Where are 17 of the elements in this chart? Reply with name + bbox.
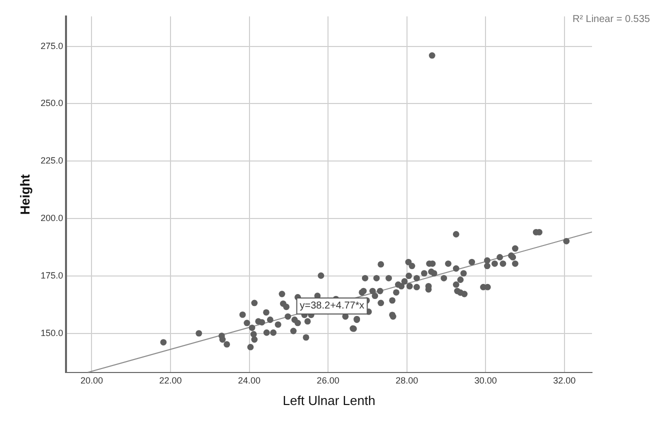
x-axis-title: Left Ulnar Lenth — [282, 392, 376, 408]
y-axis-title: Height — [17, 174, 32, 215]
annotation: y=38.2+4.77*x — [300, 300, 364, 312]
x-tick-label: 24.00 — [238, 375, 261, 386]
x-tick-label: 32.00 — [553, 375, 576, 386]
y-tick-label: 275.0 — [40, 40, 64, 51]
x-tick-label: 30.00 — [474, 375, 497, 386]
y-tick-label: 250.0 — [40, 98, 64, 108]
y-tick-label: 225.0 — [40, 156, 64, 166]
x-tick-label: 28.00 — [396, 375, 418, 386]
y-tick-label: 200.0 — [40, 213, 64, 224]
x-tick-label: 22.00 — [159, 375, 182, 386]
y-tick-label: 150.0 — [40, 328, 64, 338]
y-tick-label: 175.0 — [40, 270, 64, 281]
x-tick-label: 26.00 — [316, 375, 340, 386]
x-tick-label: 20.00 — [80, 375, 103, 386]
annotation: R² Linear = 0.535 — [572, 14, 650, 25]
